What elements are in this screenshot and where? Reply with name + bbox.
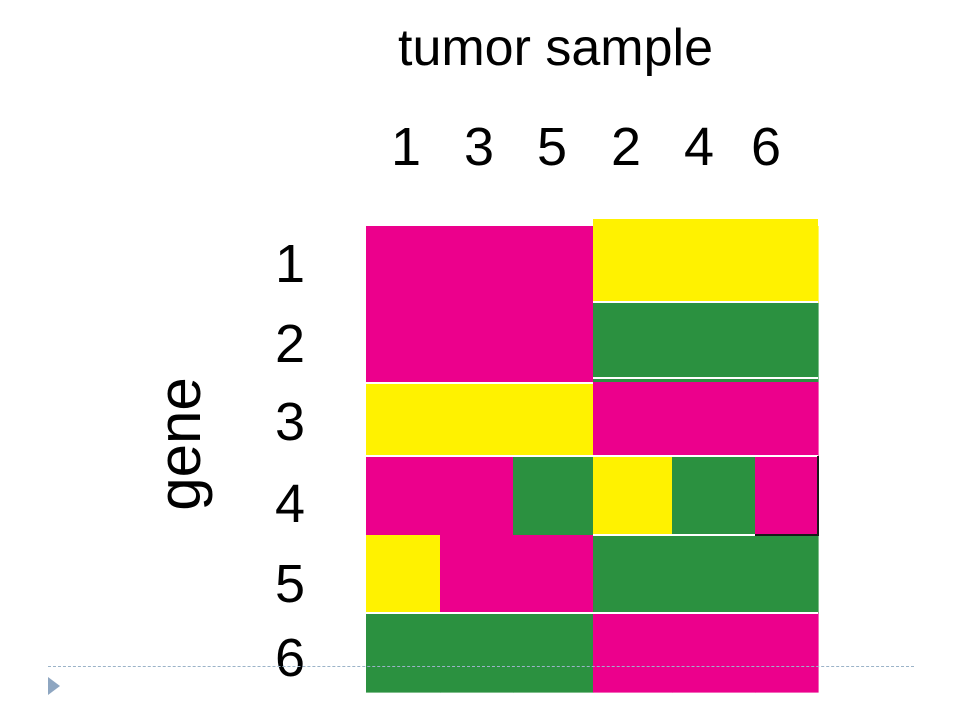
column-label: 4 xyxy=(683,117,715,177)
heatmap-cell xyxy=(440,303,514,383)
heatmap-cell xyxy=(366,456,441,536)
heatmap-cell xyxy=(755,535,819,614)
column-label: 6 xyxy=(750,117,782,177)
heatmap-cell xyxy=(513,382,594,457)
heatmap-cell xyxy=(593,613,673,693)
heatmap-cell xyxy=(672,613,756,693)
row-label: 4 xyxy=(274,474,306,534)
heatmap-cell xyxy=(755,382,819,457)
row-label: 6 xyxy=(274,628,306,688)
column-label: 1 xyxy=(390,117,422,177)
heatmap-cell xyxy=(672,382,756,457)
heatmap-cell xyxy=(366,382,441,457)
heatmap-cell xyxy=(755,303,819,383)
heatmap-cell xyxy=(366,535,441,614)
row-label: 3 xyxy=(274,392,306,452)
heatmap-cell xyxy=(440,535,514,614)
heatmap-cell-edge xyxy=(593,219,818,227)
heatmap-cell xyxy=(513,613,594,693)
heatmap-cell xyxy=(593,535,673,614)
cell-outline xyxy=(755,456,819,536)
heatmap-cell xyxy=(593,382,673,457)
heatmap-cell xyxy=(593,303,673,383)
heatmap-cell xyxy=(755,226,819,304)
heatmap-cell xyxy=(672,226,756,304)
column-label: 5 xyxy=(536,117,568,177)
heatmap-cell xyxy=(672,303,756,383)
heatmap-cell xyxy=(366,613,441,693)
heatmap-cell xyxy=(672,535,756,614)
row-label: 1 xyxy=(274,234,306,294)
row-label: 5 xyxy=(274,554,306,614)
heatmap-cell xyxy=(440,382,514,457)
heatmap-cell xyxy=(440,456,514,536)
column-label: 2 xyxy=(610,117,642,177)
heatmap-cell xyxy=(440,226,514,304)
heatmap-cell xyxy=(513,303,594,383)
heatmap-cell xyxy=(513,535,594,614)
heatmap-cell xyxy=(593,226,673,304)
slide-bullet-icon xyxy=(48,677,60,695)
heatmap-cell xyxy=(366,226,441,304)
heatmap-cell xyxy=(672,456,756,536)
footer-divider xyxy=(48,666,914,667)
column-label: 3 xyxy=(463,117,495,177)
chart-title: tumor sample xyxy=(398,19,713,77)
heatmap-cell xyxy=(513,226,594,304)
heatmap-cell xyxy=(755,613,819,693)
heatmap-cell xyxy=(513,456,594,536)
heatmap-cell xyxy=(593,456,673,536)
row-label: 2 xyxy=(274,314,306,374)
heatmap-cell xyxy=(755,456,819,536)
heatmap-cell xyxy=(440,613,514,693)
heatmap-cell xyxy=(366,303,441,383)
